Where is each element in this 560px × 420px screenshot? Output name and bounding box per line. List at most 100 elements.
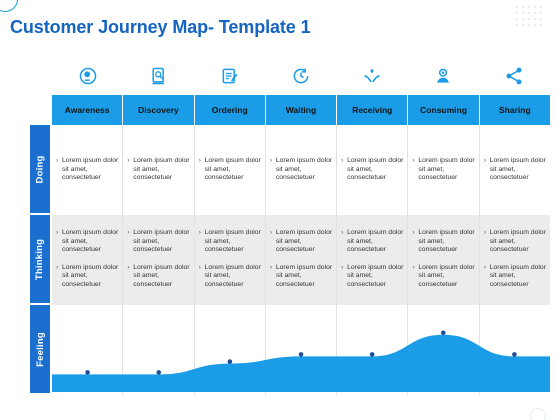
bullet-item: › Lorem ipsum dolor sit amet, consectetue… — [270, 229, 333, 255]
feeling-point-waiting — [298, 352, 304, 357]
bullet-text: Lorem ipsum dolor sit amet, consectetuer — [133, 229, 190, 254]
row-label-thinking: Thinking — [30, 215, 50, 303]
bullet-text: Lorem ipsum dolor sit amet, consectetuer — [204, 157, 261, 182]
bullet-item: › Lorem ipsum dolor sit amet, consectetue… — [341, 229, 404, 255]
bullet-item: › Lorem ipsum dolor sit amet, consectetue… — [412, 264, 475, 290]
chevron-right-icon: › — [483, 157, 486, 164]
clock-refresh-icon — [265, 62, 336, 90]
journey-cell: › Lorem ipsum dolor sit amet, consectetue… — [52, 215, 124, 305]
bullet-text: Lorem ipsum dolor sit amet, consectetuer — [347, 157, 404, 182]
hands-receive-icon — [337, 62, 408, 90]
journey-cell: › Lorem ipsum dolor sit amet, consectetue… — [337, 125, 409, 215]
chevron-right-icon: › — [56, 263, 59, 271]
journey-cell: › Lorem ipsum dolor sit amet, consectetue… — [408, 125, 480, 215]
journey-cell: › Lorem ipsum dolor sit amet, consectetue… — [123, 215, 195, 305]
feeling-point-discovery — [156, 370, 162, 375]
journey-cell: › Lorem ipsum dolor sit amet, consectetue… — [480, 125, 550, 215]
bullet-item: › Lorem ipsum dolor sit amet, consectetue… — [127, 264, 190, 290]
ring-decoration — [530, 408, 546, 420]
feeling-curve-chart — [52, 330, 550, 392]
row-label-doing: Doing — [30, 125, 50, 213]
feeling-cell — [266, 305, 338, 395]
bullet-item: › Lorem ipsum dolor sit amet, consectetue… — [127, 229, 190, 255]
stage-header-waiting: Waiting — [266, 95, 338, 125]
bullet-text: Lorem ipsum dolor sit amet, consectetuer — [347, 229, 404, 254]
journey-cell: › Lorem ipsum dolor sit amet, consectetue… — [123, 125, 195, 215]
bullet-text: Lorem ipsum dolor sit amet, consectetuer — [418, 157, 475, 182]
chevron-right-icon: › — [127, 157, 130, 164]
chevron-right-icon: › — [341, 229, 344, 236]
bullet-item: › Lorem ipsum dolor sit amet, consectetue… — [199, 264, 262, 290]
thinking-row: › Lorem ipsum dolor sit amet, consectetue… — [52, 215, 550, 305]
bullet-item: › Lorem ipsum dolor sit amet, consectetue… — [56, 264, 119, 290]
bullet-text: Lorem ipsum dolor sit amet, consectetuer — [418, 229, 475, 254]
chevron-right-icon: › — [56, 229, 59, 236]
bullet-item: › Lorem ipsum dolor sit amet, consectetue… — [199, 229, 262, 255]
bullet-item: › Lorem ipsum dolor sit amet, consectetue… — [484, 229, 547, 255]
feeling-point-consuming — [440, 330, 446, 336]
bullet-text: Lorem ipsum dolor sit amet, consectetuer — [62, 157, 119, 182]
chevron-right-icon: › — [127, 263, 130, 271]
chevron-right-icon: › — [412, 263, 415, 271]
stage-header-receiving: Receiving — [337, 95, 409, 125]
clipboard-edit-icon — [194, 62, 265, 90]
bullet-text: Lorem ipsum dolor sit amet, consectetuer — [133, 263, 190, 288]
feeling-point-awareness — [85, 370, 90, 375]
page-title: Customer Journey Map- Template 1 — [10, 17, 311, 37]
bullet-item: › Lorem ipsum dolor sit amet, consectetue… — [127, 157, 190, 183]
bullet-text: Lorem ipsum dolor sit amet, consectetuer — [204, 229, 261, 254]
bullet-item: › Lorem ipsum dolor sit amet, consectetue… — [270, 264, 333, 290]
stage-header-discovery: Discovery — [123, 95, 195, 125]
bullet-text: Lorem ipsum dolor sit amet, consectetuer — [347, 263, 404, 288]
journey-cell: › Lorem ipsum dolor sit amet, consectetue… — [480, 215, 550, 305]
bullet-item: › Lorem ipsum dolor sit amet, consectetue… — [199, 157, 262, 183]
chevron-right-icon: › — [56, 157, 59, 164]
bullet-item: › Lorem ipsum dolor sit amet, consectetue… — [56, 229, 119, 255]
journey-cell: › Lorem ipsum dolor sit amet, consectetue… — [408, 215, 480, 305]
bullet-item: › Lorem ipsum dolor sit amet, consectetue… — [341, 264, 404, 290]
journey-cell: › Lorem ipsum dolor sit amet, consectetue… — [52, 125, 124, 215]
chevron-right-icon: › — [127, 229, 130, 236]
journey-cell: › Lorem ipsum dolor sit amet, consectetue… — [195, 125, 266, 215]
journey-cell: › Lorem ipsum dolor sit amet, consectetue… — [266, 125, 338, 215]
bullet-text: Lorem ipsum dolor sit amet, consectetuer — [204, 263, 261, 288]
feeling-cell — [195, 305, 266, 395]
stage-icon-row — [52, 62, 550, 90]
journey-cell: › Lorem ipsum dolor sit amet, consectetue… — [195, 215, 266, 305]
dot-pattern-decoration — [516, 6, 542, 26]
document-search-icon — [123, 62, 194, 90]
chevron-right-icon: › — [269, 229, 273, 236]
chevron-right-icon: › — [483, 229, 486, 236]
bullet-item: › Lorem ipsum dolor sit amet, consectetue… — [484, 157, 547, 183]
row-label-doing-text: Doing — [34, 155, 46, 183]
stage-header-row: Awareness Discovery Ordering Waiting Receivi… — [52, 95, 550, 125]
bullet-text: Lorem ipsum dolor sit amet, consectetuer — [275, 263, 333, 288]
bullet-text: Lorem ipsum dolor sit amet, consectetuer — [489, 157, 546, 182]
feeling-point-sharing — [512, 352, 517, 357]
bullet-item: › Lorem ipsum dolor sit amet, consectetue… — [341, 157, 404, 183]
bullet-item: › Lorem ipsum dolor sit amet, consectetue… — [412, 157, 475, 183]
feeling-cell — [123, 305, 195, 395]
feeling-area — [52, 334, 550, 392]
bullet-item: › Lorem ipsum dolor sit amet, consectetue… — [270, 157, 333, 183]
feeling-point-receiving — [369, 352, 375, 357]
doing-row: › Lorem ipsum dolor sit amet, consectetue… — [52, 125, 550, 215]
bullet-item: › Lorem ipsum dolor sit amet, consectetue… — [56, 157, 119, 183]
share-icon — [479, 62, 550, 90]
bullet-text: Lorem ipsum dolor sit amet, consectetuer — [275, 157, 333, 182]
bullet-text: Lorem ipsum dolor sit amet, consectetuer — [489, 263, 546, 288]
stage-header-consuming: Consuming — [408, 95, 480, 125]
stage-header-sharing: Sharing — [499, 105, 531, 115]
chevron-right-icon: › — [483, 263, 486, 271]
chevron-right-icon: › — [198, 229, 201, 236]
chevron-right-icon: › — [412, 229, 415, 236]
stage-header-awareness: Awareness — [52, 95, 124, 125]
chevron-right-icon: › — [412, 157, 415, 164]
bullet-text: Lorem ipsum dolor sit amet, consectetuer — [62, 229, 119, 254]
feeling-point-ordering — [227, 359, 233, 364]
row-label-thinking-text: Thinking — [34, 238, 46, 280]
row-label-feeling: Feeling — [30, 305, 50, 393]
bullet-text: Lorem ipsum dolor sit amet, consectetuer — [418, 263, 475, 288]
chevron-right-icon: › — [269, 263, 273, 271]
corner-circle-decoration — [0, 0, 18, 12]
